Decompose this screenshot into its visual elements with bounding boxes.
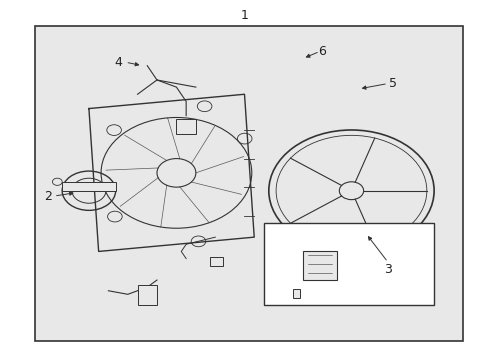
Text: 1: 1 [240, 9, 248, 22]
Text: 4: 4 [114, 55, 122, 69]
FancyBboxPatch shape [302, 251, 336, 280]
FancyBboxPatch shape [176, 119, 196, 134]
FancyBboxPatch shape [137, 285, 157, 305]
Text: 3: 3 [383, 263, 391, 276]
FancyBboxPatch shape [292, 289, 300, 298]
FancyBboxPatch shape [35, 26, 462, 341]
FancyBboxPatch shape [62, 182, 116, 191]
FancyBboxPatch shape [210, 257, 222, 266]
FancyBboxPatch shape [264, 223, 433, 305]
Text: 5: 5 [388, 77, 396, 90]
Circle shape [52, 178, 62, 185]
Text: 6: 6 [318, 45, 325, 58]
Text: 2: 2 [43, 190, 51, 203]
